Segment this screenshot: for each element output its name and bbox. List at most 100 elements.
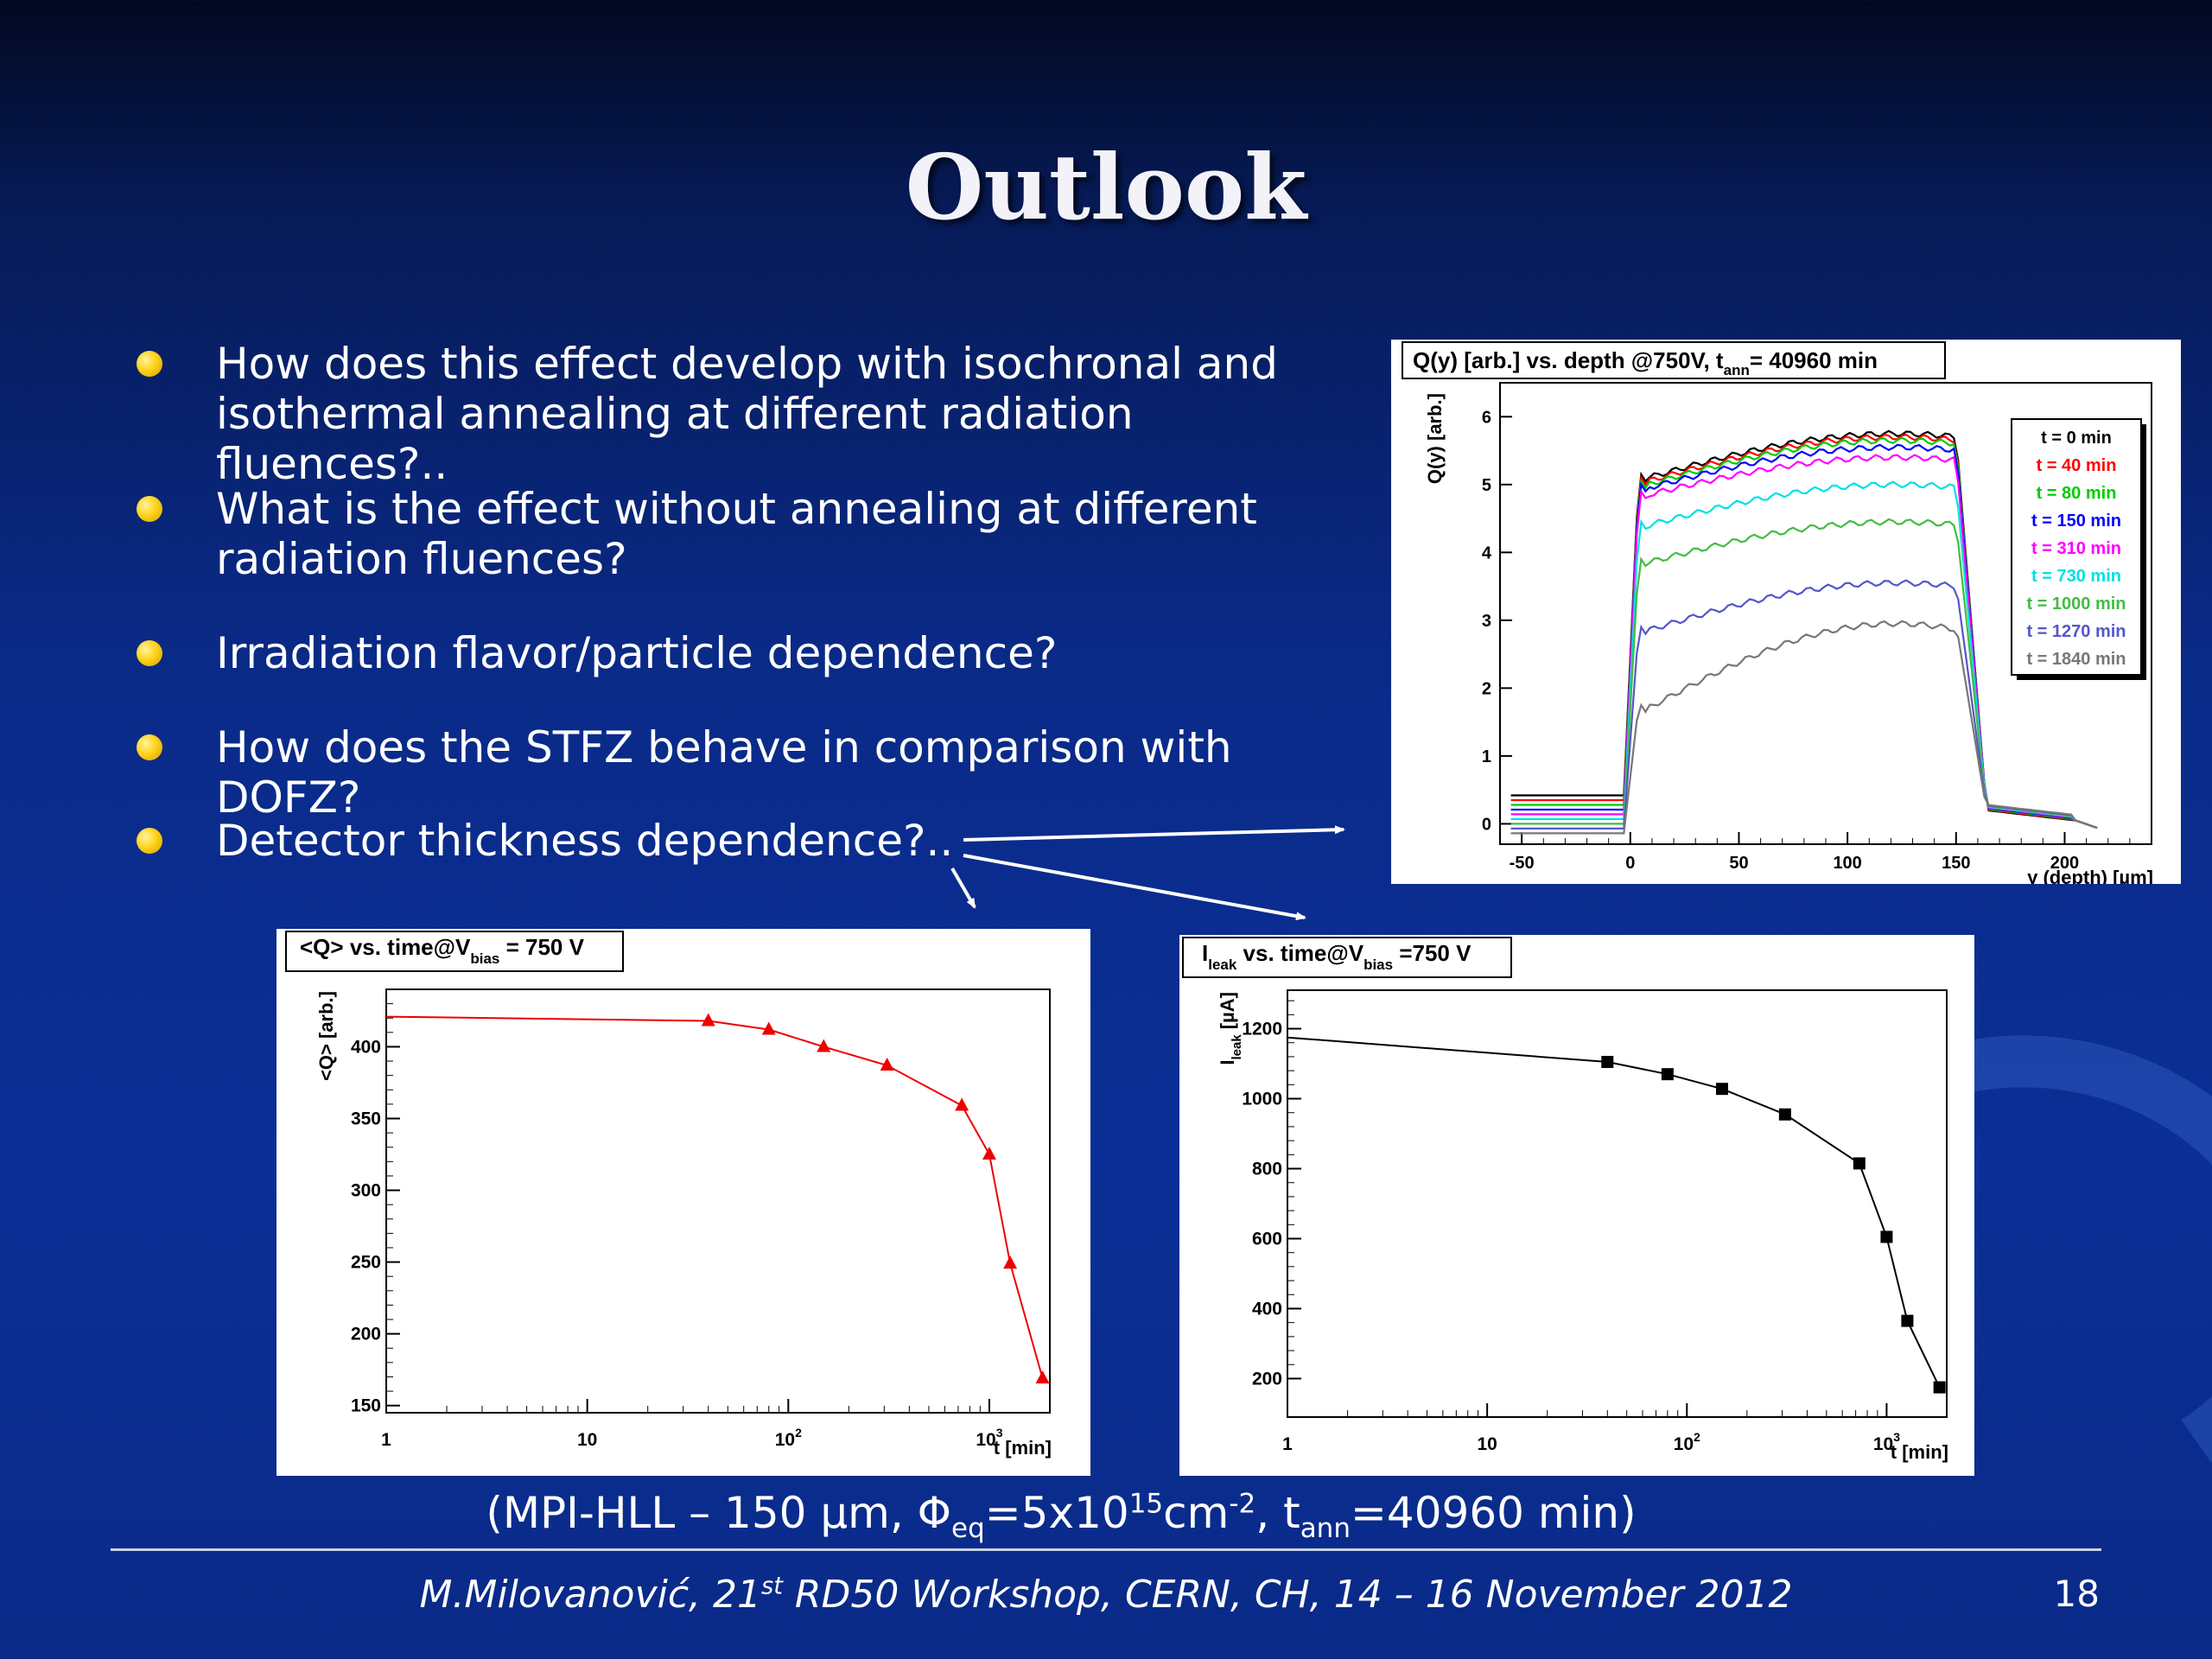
x-axis-label: t [min] xyxy=(994,1437,1052,1459)
legend-entry: t = 310 min xyxy=(2031,539,2121,558)
chart-title-box xyxy=(1182,937,1512,978)
legend-entry: t = 80 min xyxy=(2037,484,2117,503)
series-line-8 xyxy=(1510,579,2098,830)
y-tick-label: 0 xyxy=(1482,815,1491,834)
y-tick-label: 2 xyxy=(1482,679,1491,698)
data-point xyxy=(701,1013,715,1027)
bullet-text: What is the effect without annealing at … xyxy=(216,484,1257,584)
y-tick-label: 5 xyxy=(1482,476,1491,495)
data-point xyxy=(1003,1255,1018,1269)
y-tick-label: 150 xyxy=(351,1396,381,1416)
x-tick-label: 103 xyxy=(1873,1430,1900,1454)
y-axis-label: Ileak [µA] xyxy=(1217,992,1244,1065)
bullet-item: What is the effect without annealing at … xyxy=(137,484,1279,584)
data-point xyxy=(817,1039,831,1052)
data-point xyxy=(1715,1083,1728,1096)
data-point xyxy=(1853,1157,1866,1170)
series-line-5 xyxy=(1510,454,2098,830)
series-line-1 xyxy=(1510,429,2098,830)
series-line-9 xyxy=(1510,620,2098,835)
bullet-dot-icon xyxy=(137,351,162,377)
y-tick-label: 800 xyxy=(1252,1160,1282,1179)
data-point xyxy=(1901,1314,1914,1327)
slide-title: Outlook xyxy=(905,134,1307,240)
y-axis-label: Q(y) [arb.] xyxy=(1424,393,1446,484)
bullet-text: How does the STFZ behave in comparison w… xyxy=(216,722,1232,823)
bullet-dot-icon xyxy=(137,496,162,522)
legend-entry: t = 1000 min xyxy=(2026,594,2126,613)
series-line-6 xyxy=(1510,480,2098,830)
chart-title: Q(y) [arb.] vs. depth @750V, tann= 40960… xyxy=(1413,347,1878,378)
arrow-to-depth-plot xyxy=(963,825,1345,842)
x-tick-label: 10 xyxy=(577,1430,597,1450)
legend-entry: t = 1270 min xyxy=(2026,622,2126,641)
y-axis-label: <Q> [arb.] xyxy=(315,991,337,1081)
x-tick-label: 150 xyxy=(1942,854,1970,873)
data-point xyxy=(1933,1381,1946,1394)
x-axis-label: t [min] xyxy=(1891,1441,1948,1463)
arrow-to-leak-plot xyxy=(963,854,1306,921)
leakage-vs-time-chart: Ileak vs. time@Vbias =750 V 1 10 102 103 200… xyxy=(1179,935,1974,1476)
charge-vs-time-chart: <Q> vs. time@Vbias = 750 V 1 10 102 103 150 2… xyxy=(276,929,1090,1476)
x-tick-label: 50 xyxy=(1729,854,1748,873)
series-line-7 xyxy=(1510,518,2098,830)
bullet-item: How does this effect develop with isochr… xyxy=(137,339,1365,489)
x-tick-label: 1 xyxy=(381,1430,391,1450)
legend-entry: t = 0 min xyxy=(2041,429,2112,448)
x-tick-label: 200 xyxy=(2050,854,2079,873)
bullet-dot-icon xyxy=(137,640,162,666)
depth-profile-svg: Q(y) [arb.] vs. depth @750V, tann= 40960… xyxy=(1402,341,2153,884)
bullet-text: Detector thickness dependence?.. xyxy=(216,816,954,866)
x-tick-label: 10 xyxy=(1477,1434,1497,1454)
chart-title-box xyxy=(1402,341,1946,379)
bullet-item: Irradiation flavor/particle dependence? xyxy=(137,628,1365,678)
legend-entry: t = 40 min xyxy=(2037,456,2117,475)
charge-vs-time-svg: <Q> vs. time@Vbias = 750 V 1 10 102 103 150 2… xyxy=(285,931,1052,1459)
y-tick-label: 6 xyxy=(1482,408,1491,427)
data-point xyxy=(1880,1230,1893,1243)
y-tick-label: 4 xyxy=(1482,543,1492,563)
arrow-to-charge-plot xyxy=(950,867,976,909)
y-tick-label: 1200 xyxy=(1242,1020,1282,1039)
x-tick-label: 103 xyxy=(976,1426,1002,1450)
x-tick-label: 100 xyxy=(1833,854,1861,873)
series-line xyxy=(1287,1036,1941,1389)
data-point xyxy=(1778,1108,1791,1121)
x-tick-label: 102 xyxy=(775,1426,802,1450)
data-point xyxy=(955,1097,969,1111)
footer-citation: M.Milovanović, 21st RD50 Workshop, CERN,… xyxy=(419,1573,1793,1617)
y-tick-label: 400 xyxy=(1252,1299,1282,1319)
plot-frame xyxy=(1287,989,1948,1418)
x-axis-label: y (depth) [µm] xyxy=(2027,867,2153,884)
chart-title: <Q> vs. time@Vbias = 750 V xyxy=(300,934,585,967)
y-tick-label: 3 xyxy=(1482,612,1491,631)
data-point xyxy=(1035,1370,1050,1384)
leakage-vs-time-svg: Ileak vs. time@Vbias =750 V 1 10 102 103 200… xyxy=(1182,937,1948,1463)
plot-frame xyxy=(385,988,1051,1414)
legend-entry: t = 1840 min xyxy=(2026,650,2126,669)
y-tick-label: 1000 xyxy=(1242,1090,1282,1109)
page-number: 18 xyxy=(2053,1573,2100,1615)
x-tick-label: -50 xyxy=(1510,854,1535,873)
chart-title-box xyxy=(285,931,624,972)
y-tick-label: 1 xyxy=(1482,747,1491,766)
y-tick-label: 400 xyxy=(351,1037,381,1057)
legend-entry: t = 150 min xyxy=(2031,512,2121,531)
x-tick-label: 102 xyxy=(1674,1430,1700,1454)
bullet-dot-icon xyxy=(137,828,162,854)
data-point xyxy=(1661,1068,1674,1081)
measurement-caption: (MPI-HLL – 150 µm, Φeq=5x1015cm-2, tann=… xyxy=(486,1488,1637,1544)
data-point xyxy=(1601,1056,1614,1069)
bullet-text: How does this effect develop with isochr… xyxy=(216,339,1278,489)
y-tick-label: 200 xyxy=(1252,1369,1282,1389)
y-tick-label: 250 xyxy=(351,1253,381,1273)
x-tick-label: 0 xyxy=(1625,854,1635,873)
x-tick-label: 1 xyxy=(1282,1434,1293,1454)
y-tick-label: 200 xyxy=(351,1325,381,1344)
y-tick-label: 350 xyxy=(351,1109,381,1128)
series-line-3 xyxy=(1510,436,2098,830)
y-tick-label: 300 xyxy=(351,1181,381,1201)
footer-divider xyxy=(111,1548,2101,1551)
y-tick-label: 600 xyxy=(1252,1229,1282,1249)
